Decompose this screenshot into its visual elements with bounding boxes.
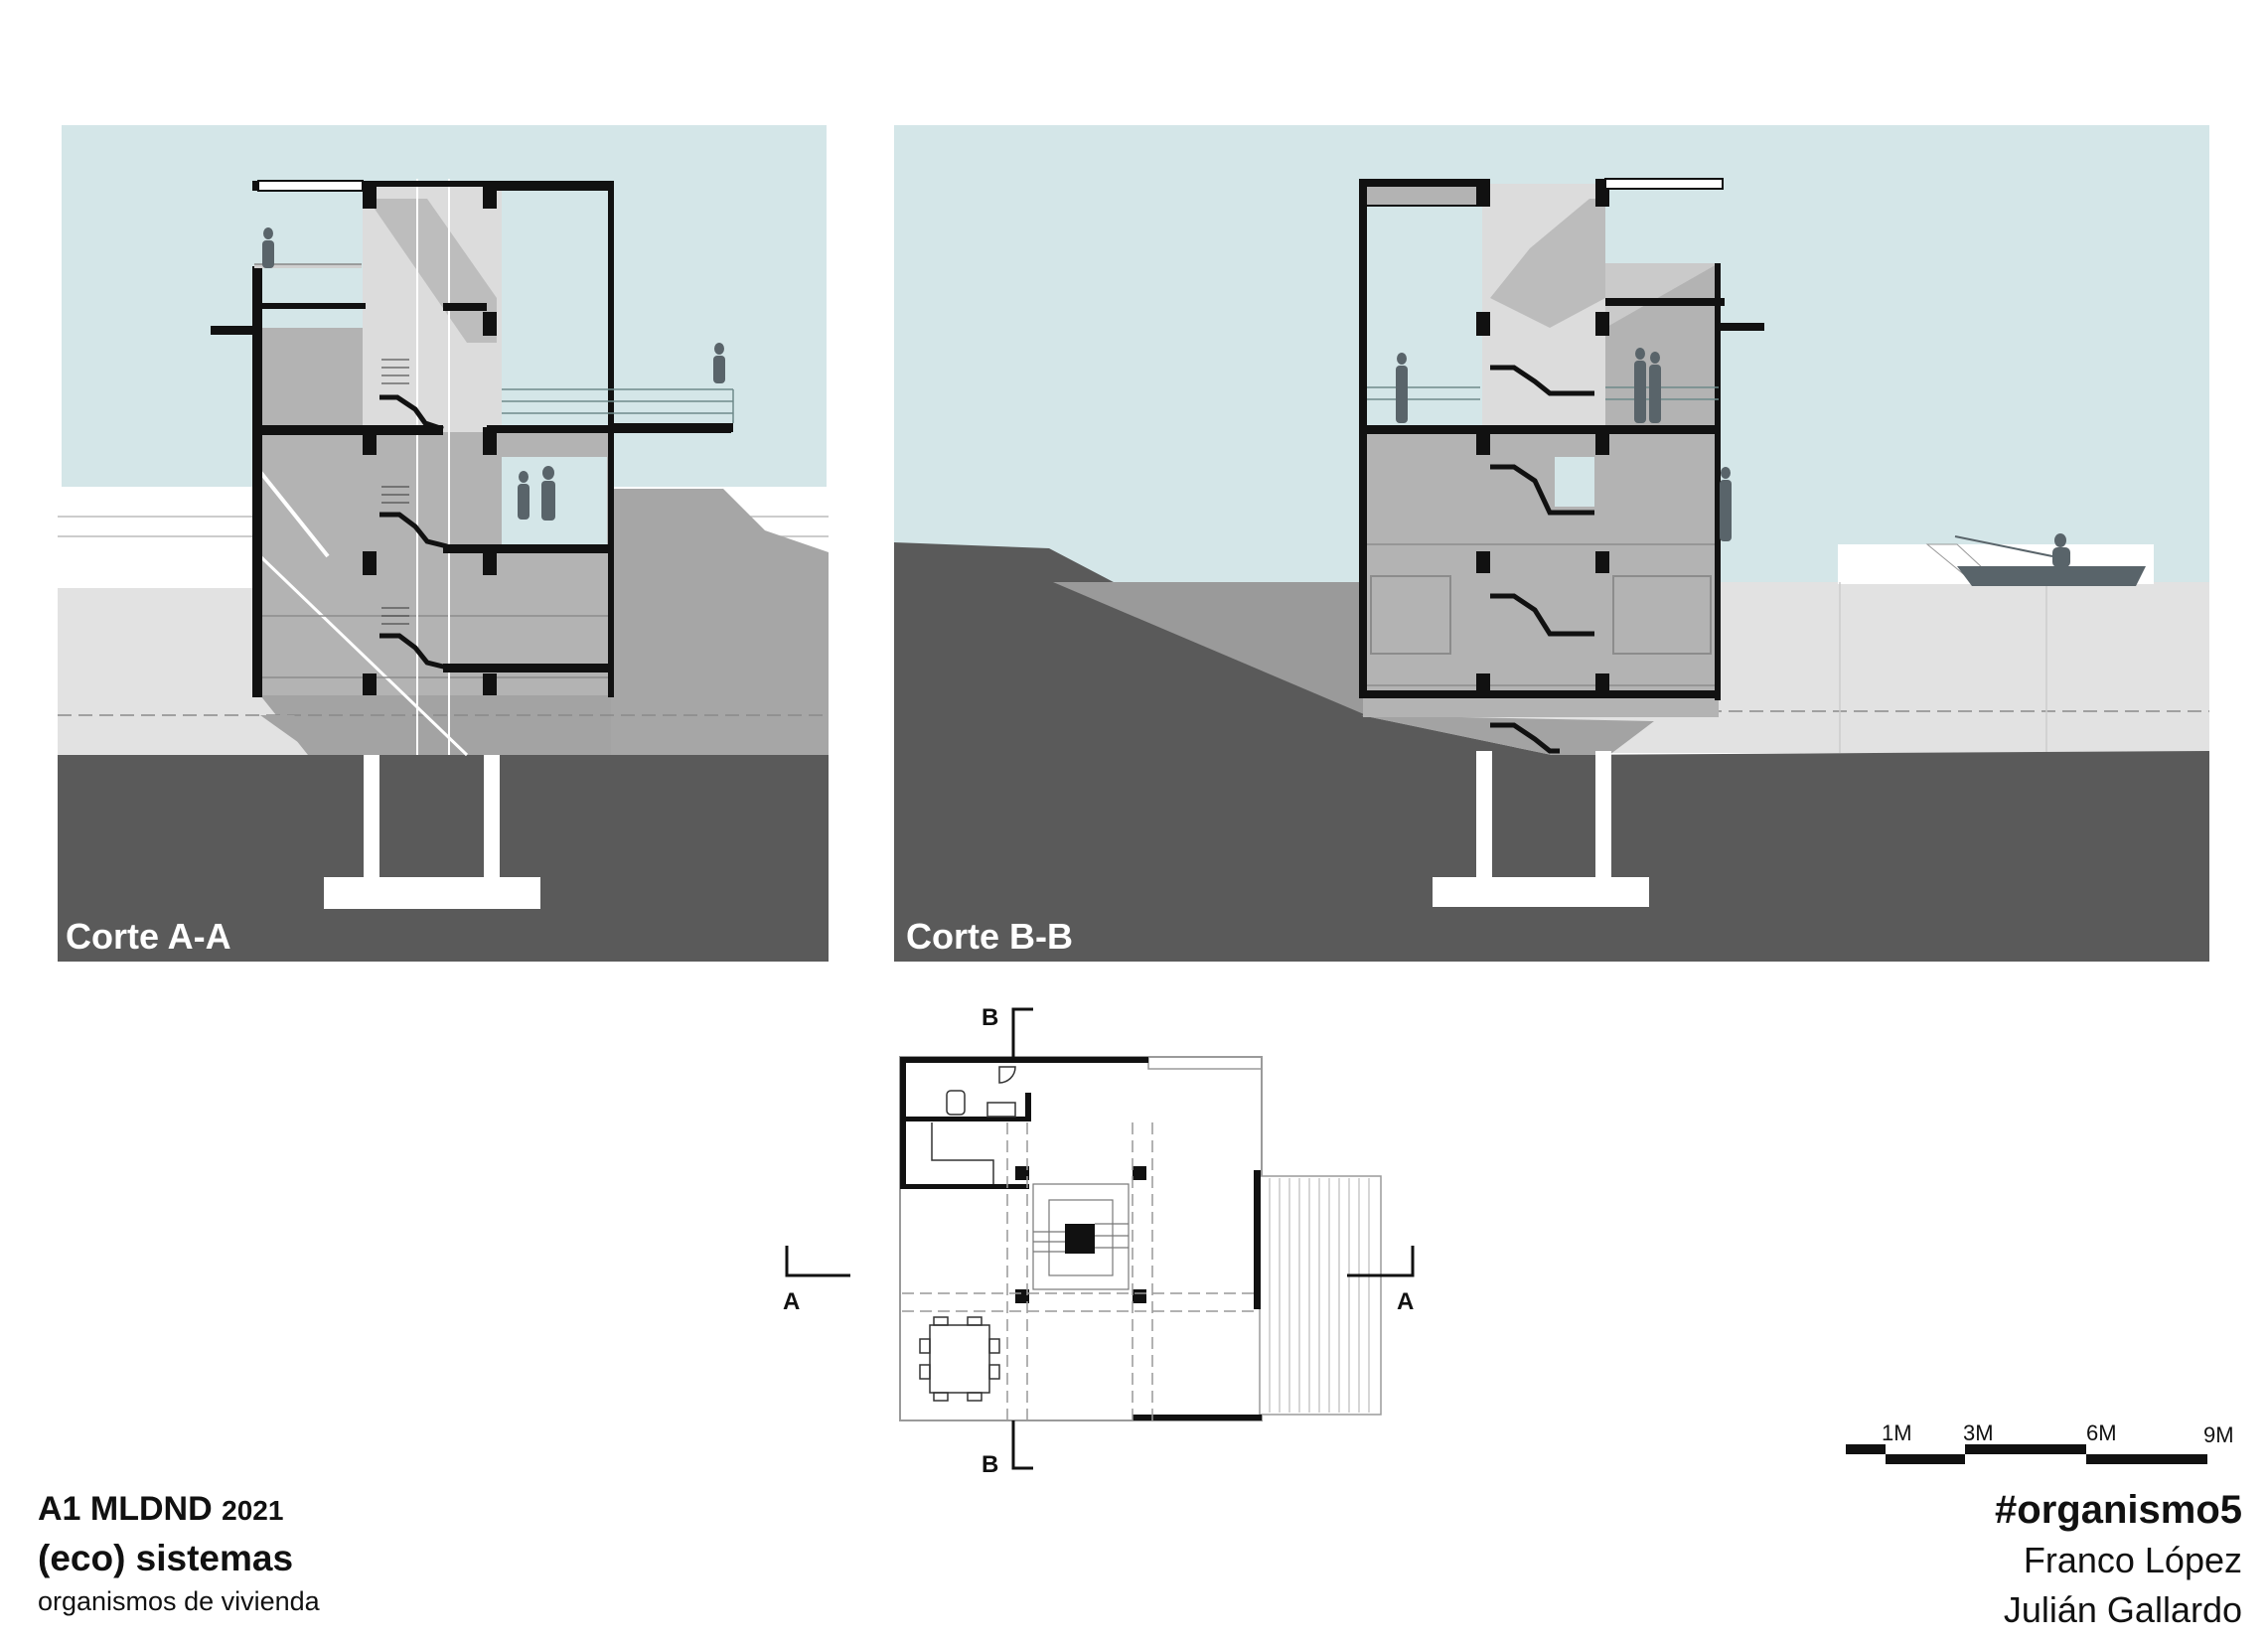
earth-area	[58, 755, 829, 962]
terrain-profile	[611, 489, 829, 755]
cut-label-a-right: A	[1397, 1288, 1414, 1315]
section-a-a: Corte A-A	[58, 125, 829, 962]
foundation-pile-right	[1595, 751, 1611, 879]
foundation-footing	[324, 877, 540, 909]
human-figures	[262, 227, 725, 521]
scale-label-6m: 6M	[2086, 1420, 2117, 1445]
scale-bar: 1M 3M 6M 9M	[1846, 1420, 2234, 1464]
stair-core	[1065, 1224, 1095, 1254]
foundation-pile-right	[484, 755, 500, 879]
scale-label-1m: 1M	[1882, 1420, 1912, 1445]
project-title: (eco) sistemas	[38, 1538, 294, 1578]
course-line: A1 MLDND 2021	[38, 1486, 320, 1534]
author-name-1: Franco López	[2023, 1540, 2242, 1580]
cut-label-b-bottom: B	[982, 1451, 998, 1478]
human-figures	[1396, 348, 1732, 541]
course-year: 2021	[222, 1495, 284, 1526]
foundation-pile-left	[364, 755, 379, 879]
course-name: A1 MLDND	[38, 1490, 213, 1528]
balcony-deck	[608, 423, 733, 432]
section-label-a-a: Corte A-A	[66, 916, 231, 957]
cut-label-a-left: A	[783, 1288, 800, 1315]
dining-table	[919, 1316, 1000, 1402]
author-info: #organismo5 Franco López Julián Gallardo	[1995, 1484, 2242, 1635]
floor-plan: A A B B	[783, 1004, 1415, 1478]
foundation-pile-left	[1476, 751, 1492, 879]
cut-label-b-top: B	[982, 1004, 998, 1031]
scale-label-3m: 3M	[1963, 1420, 1994, 1445]
staircase	[379, 394, 448, 671]
deck	[1259, 1175, 1382, 1416]
building-body	[1363, 427, 1719, 717]
section-cut-markers	[785, 1007, 1415, 1470]
scale-label-9m: 9M	[2203, 1422, 2234, 1447]
project-subtitle: organismos de vivienda	[38, 1586, 320, 1616]
project-info: A1 MLDND 2021 (eco) sistemas organismos …	[38, 1486, 320, 1619]
author-name-2: Julián Gallardo	[2003, 1589, 2242, 1630]
staircase	[1490, 365, 1594, 754]
project-hashtag: #organismo5	[1995, 1488, 2242, 1532]
fishing-boat	[1954, 533, 2146, 586]
foundation-footing	[1433, 877, 1649, 907]
section-b-b: Corte B-B	[894, 125, 2209, 962]
section-label-b-b: Corte B-B	[906, 916, 1073, 957]
